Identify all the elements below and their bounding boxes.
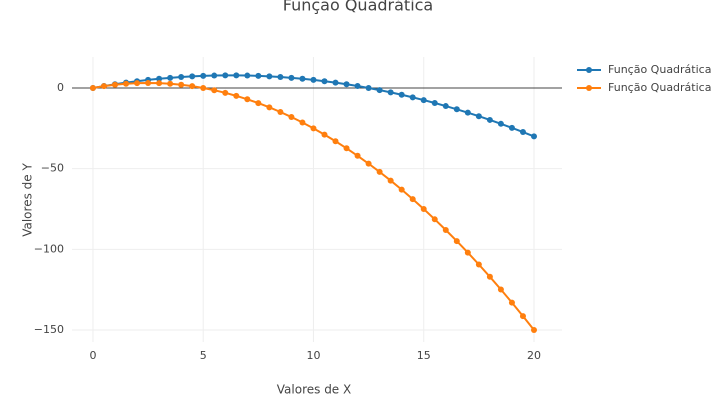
data-point	[453, 238, 460, 245]
x-tick-label: 10	[306, 349, 320, 362]
data-point	[486, 116, 493, 123]
data-point	[387, 89, 394, 96]
data-point	[310, 125, 317, 132]
data-point	[156, 80, 163, 87]
y-tick-label: −150	[34, 323, 64, 336]
data-point	[288, 114, 295, 121]
y-tick-label: −50	[41, 162, 64, 175]
data-point	[233, 72, 240, 79]
data-point	[277, 74, 284, 81]
data-point	[288, 74, 295, 81]
data-point	[332, 138, 339, 145]
data-point	[464, 249, 471, 256]
data-point	[255, 100, 262, 107]
data-point	[497, 286, 504, 293]
data-point	[431, 216, 438, 223]
data-point	[277, 108, 284, 115]
data-point	[497, 120, 504, 127]
data-point	[519, 129, 526, 136]
data-point	[453, 106, 460, 113]
data-point	[189, 83, 196, 90]
data-point	[486, 273, 493, 280]
data-point	[442, 103, 449, 110]
data-point	[321, 78, 328, 85]
x-tick-label: 20	[527, 349, 541, 362]
data-point	[200, 72, 207, 79]
data-point	[530, 327, 537, 334]
data-point	[167, 80, 174, 87]
data-point	[134, 80, 141, 87]
data-point	[299, 75, 306, 82]
data-point	[354, 83, 361, 90]
data-point	[442, 227, 449, 234]
data-point	[222, 89, 229, 96]
data-point	[398, 186, 405, 193]
data-point	[299, 119, 306, 126]
legend-marker	[586, 85, 592, 91]
data-point	[508, 299, 515, 306]
data-point	[387, 177, 394, 184]
data-point	[178, 81, 185, 88]
x-tick-label: 5	[200, 349, 207, 362]
chart-title: Função Quadrática	[283, 0, 433, 15]
data-point	[354, 152, 361, 159]
data-point	[266, 104, 273, 111]
data-point	[167, 74, 174, 81]
data-point	[112, 81, 119, 88]
data-point	[266, 73, 273, 80]
data-point	[343, 145, 350, 152]
data-point	[530, 133, 537, 140]
data-point	[200, 84, 207, 91]
data-point	[365, 160, 372, 167]
legend-label: Função Quadrática	[608, 63, 711, 76]
data-point	[145, 79, 152, 86]
y-tick-label: 0	[57, 81, 64, 94]
data-point	[255, 72, 262, 79]
data-point	[321, 131, 328, 138]
data-point	[233, 92, 240, 99]
data-point	[409, 196, 416, 203]
data-point	[222, 72, 229, 79]
data-point	[244, 72, 251, 79]
y-tick-label: −100	[34, 242, 64, 255]
data-point	[398, 91, 405, 98]
data-point	[211, 87, 218, 94]
data-point	[519, 313, 526, 320]
data-point	[420, 97, 427, 104]
data-point	[343, 81, 350, 88]
data-point	[244, 96, 251, 103]
data-point	[123, 80, 130, 87]
y-axis-label: Valores de Y	[21, 163, 35, 237]
data-point	[475, 113, 482, 120]
data-point	[420, 206, 427, 213]
data-point	[365, 84, 372, 91]
data-point	[409, 94, 416, 101]
data-point	[156, 75, 163, 82]
data-point	[376, 87, 383, 94]
data-point	[310, 76, 317, 83]
data-point	[89, 84, 96, 91]
x-axis-label: Valores de X	[277, 383, 351, 397]
data-point	[475, 261, 482, 268]
data-point	[508, 124, 515, 131]
data-point	[178, 74, 185, 81]
x-tick-label: 0	[89, 349, 96, 362]
legend-label: Função Quadrática	[608, 81, 711, 94]
legend-marker	[586, 67, 592, 73]
data-point	[464, 109, 471, 116]
data-point	[100, 83, 107, 90]
x-tick-label: 15	[417, 349, 431, 362]
data-point	[332, 79, 339, 86]
data-point	[211, 72, 218, 79]
data-point	[189, 73, 196, 80]
data-point	[376, 168, 383, 175]
data-point	[431, 99, 438, 106]
